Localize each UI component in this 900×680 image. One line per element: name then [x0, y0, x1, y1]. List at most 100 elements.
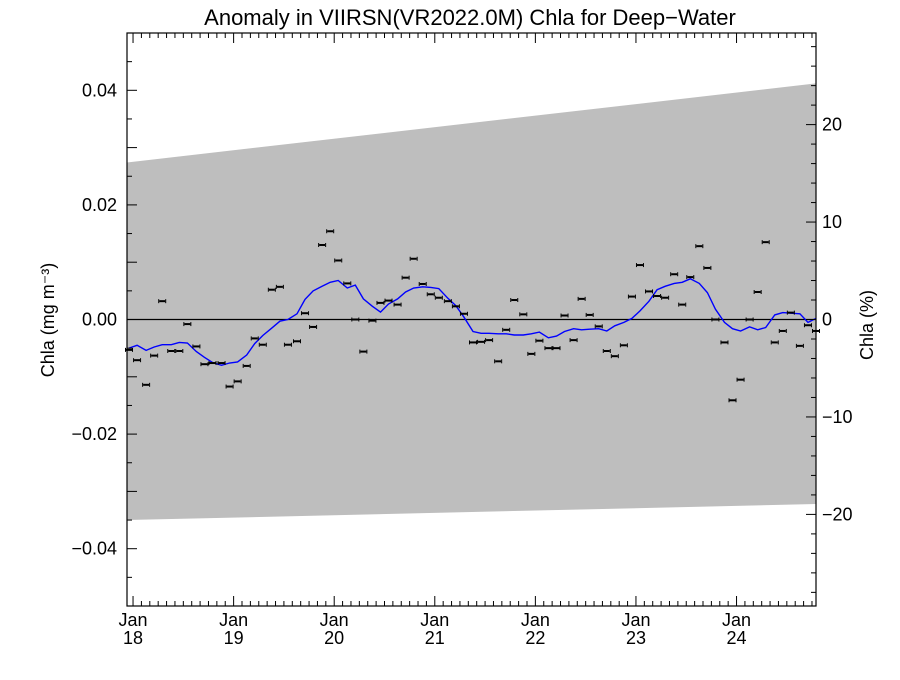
- data-point: [745, 317, 754, 322]
- x-tick-label-year: 20: [324, 628, 344, 648]
- data-point: [175, 349, 184, 354]
- data-point: [510, 298, 519, 303]
- data-point: [409, 256, 418, 261]
- data-point: [610, 354, 619, 359]
- data-point: [217, 361, 226, 366]
- data-point: [703, 265, 712, 270]
- data-point: [560, 313, 569, 318]
- data-point: [502, 327, 511, 332]
- data-point: [451, 304, 460, 309]
- data-point: [695, 244, 704, 249]
- data-point: [485, 338, 494, 343]
- y2-tick-label: 10: [822, 212, 842, 232]
- data-point: [535, 338, 544, 343]
- x-tick-label-month: Jan: [521, 610, 550, 630]
- x-tick-label-month: Jan: [219, 610, 248, 630]
- data-point: [426, 292, 435, 297]
- data-point: [150, 353, 159, 358]
- data-point: [670, 272, 679, 277]
- chart-title: Anomaly in VIIRSN(VR2022.0M) Chla for De…: [204, 5, 736, 30]
- data-point: [653, 294, 662, 299]
- data-point: [519, 312, 528, 317]
- data-point: [401, 275, 410, 280]
- data-point: [720, 340, 729, 345]
- data-point: [728, 398, 737, 403]
- x-tick-label-month: Jan: [722, 610, 751, 630]
- left-axis-label: Chla (mg m⁻³): [38, 263, 58, 378]
- y-tick-label: −0.04: [71, 539, 117, 559]
- data-point: [359, 349, 368, 354]
- data-point: [661, 295, 670, 300]
- data-point: [376, 300, 385, 305]
- data-point: [619, 343, 628, 348]
- data-point: [686, 275, 695, 280]
- data-point: [627, 294, 636, 299]
- data-point: [585, 312, 594, 317]
- data-point: [594, 324, 603, 329]
- x-tick-label-month: Jan: [420, 610, 449, 630]
- data-point: [192, 344, 201, 349]
- data-point: [283, 342, 292, 347]
- data-point: [552, 346, 561, 351]
- x-tick-label-month: Jan: [119, 610, 148, 630]
- data-point: [183, 322, 192, 327]
- data-point: [443, 299, 452, 304]
- data-point: [678, 302, 687, 307]
- data-point: [527, 351, 536, 356]
- data-point: [292, 339, 301, 344]
- data-point: [133, 358, 142, 363]
- y2-tick-label: −10: [822, 407, 853, 427]
- data-point: [418, 281, 427, 286]
- data-point: [477, 339, 486, 344]
- x-tick-label-year: 22: [525, 628, 545, 648]
- y2-tick-label: 20: [822, 115, 842, 135]
- data-point: [225, 384, 234, 389]
- data-point: [208, 361, 217, 366]
- data-point: [711, 317, 720, 322]
- data-point: [770, 340, 779, 345]
- data-point: [334, 258, 343, 263]
- data-point: [326, 229, 335, 234]
- x-tick-label-year: 19: [224, 628, 244, 648]
- x-tick-label-month: Jan: [320, 610, 349, 630]
- x-tick-label-year: 21: [425, 628, 445, 648]
- data-point: [778, 328, 787, 333]
- range-band: [127, 83, 816, 521]
- y2-tick-label: 0: [822, 310, 832, 330]
- data-point: [258, 342, 267, 347]
- data-point: [761, 240, 770, 245]
- data-point: [368, 318, 377, 323]
- data-point: [544, 346, 553, 351]
- data-point: [267, 287, 276, 292]
- data-point: [569, 338, 578, 343]
- y2-tick-label: −20: [822, 504, 853, 524]
- data-point: [318, 243, 327, 248]
- data-point: [301, 311, 310, 316]
- running-mean-line: [128, 278, 817, 367]
- data-point: [351, 317, 360, 322]
- data-point: [494, 359, 503, 364]
- data-point: [786, 310, 795, 315]
- x-tick-label-year: 23: [626, 628, 646, 648]
- data-point: [158, 299, 167, 304]
- data-point: [309, 324, 318, 329]
- y-tick-label: 0.04: [82, 80, 117, 100]
- data-point: [469, 340, 478, 345]
- data-point: [242, 363, 251, 368]
- data-point: [803, 323, 812, 328]
- data-point: [635, 263, 644, 268]
- data-point: [343, 281, 352, 286]
- data-point: [434, 295, 443, 300]
- left-y-axis: 0.04 0.02 0.00 −0.02 −0.04: [71, 61, 137, 578]
- data-point: [795, 343, 804, 348]
- data-point: [753, 289, 762, 294]
- data-point: [602, 349, 611, 354]
- data-point: [142, 382, 151, 387]
- data-point: [393, 302, 402, 307]
- data-points: [125, 229, 820, 403]
- y-tick-label: −0.02: [71, 424, 117, 444]
- data-point: [275, 284, 284, 289]
